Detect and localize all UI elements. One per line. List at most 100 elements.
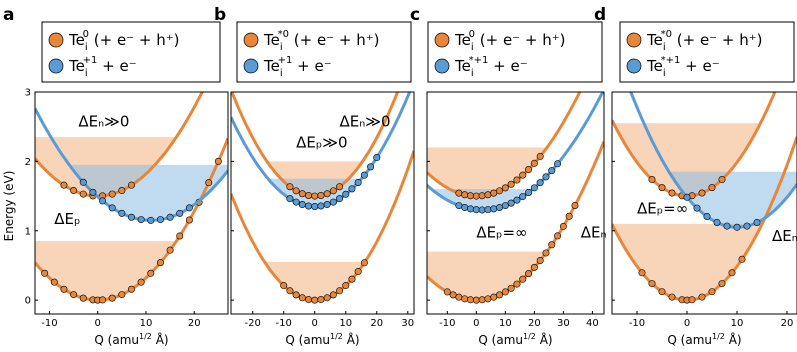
data-point [118,209,126,217]
legend-box [41,21,221,83]
data-point [668,189,676,197]
data-point [336,287,344,295]
data-point [99,296,107,304]
data-point [348,185,356,193]
data-point [305,296,313,304]
data-point [137,216,145,224]
data-point [461,191,469,199]
data-point [496,203,504,211]
legend-entry: Tei*+1 + e⁻ [454,55,528,79]
data-point [79,294,87,302]
fill-blue-2 [669,171,797,228]
annotation: ΔEₙ [772,227,797,245]
fill-orange-0 [427,251,547,301]
data-point [513,196,521,204]
y-tick-label: 2 [25,157,31,168]
data-point [565,212,573,220]
x-axis-label: Q (amu1/2 Å) [94,332,168,347]
data-point [513,280,521,288]
data-point [472,296,480,304]
plot-area-d [612,92,797,304]
data-point [478,192,486,200]
data-point [698,293,706,301]
data-point [530,184,538,192]
data-point [147,216,155,224]
x-tick-label: -20 [245,318,261,329]
data-point [336,183,344,191]
legend-marker-blue [626,58,642,74]
x-tick-label: 0 [684,318,690,329]
x-tick-label: -10 [439,318,455,329]
data-point [342,190,350,198]
data-point [484,206,492,214]
data-point [298,190,306,198]
data-point [185,204,193,212]
data-point [698,189,706,197]
data-point [166,246,174,254]
data-point [530,263,538,271]
data-point [280,282,288,290]
legend-entry: Tei*0 (+ e⁻ + h⁺) [263,29,379,53]
data-point [185,216,193,224]
data-point [323,201,331,209]
x-tick-label: -10 [629,318,645,329]
data-point [703,212,711,220]
data-point [638,269,646,277]
legend-entry: Tei+1 + e⁻ [68,55,137,79]
legend-entry: Tei*0 (+ e⁻ + h⁺) [646,29,762,53]
data-point [658,184,666,192]
annotation: ΔEₚ=∞ [476,224,527,242]
axes-frame [34,91,229,315]
plot-area-c [427,92,604,304]
data-point [753,218,761,226]
data-point [348,275,356,283]
data-point [317,202,325,210]
panel-c: -10 0 10 20 30 40 Q (amu1/2 Å) c Tei0 (+ e⁻ + h⁺… [410,5,607,347]
data-point [286,183,294,191]
data-point [323,190,331,198]
data-point [108,294,116,302]
legend-marker-orange [626,32,642,48]
data-point [286,287,294,295]
data-point [738,255,746,263]
legend-entry: Tei*+1 + e⁻ [646,55,720,79]
x-tick-label: 0 [312,318,318,329]
y-tick-label: 0 [25,296,31,307]
data-point [548,167,556,175]
data-point [536,152,544,160]
x-tick-label: 10 [731,318,744,329]
x-tick-label: 30 [557,318,570,329]
data-point [156,259,164,267]
data-point [147,269,155,277]
data-point [329,291,337,299]
data-point [298,294,306,302]
x-tick-label: 0 [473,318,479,329]
fill-orange-0 [35,241,175,301]
data-point [733,223,741,231]
data-point [484,295,492,303]
data-point [336,195,344,203]
data-point [50,278,58,286]
legend-entry: Tei0 (+ e⁻ + h⁺) [68,29,179,53]
data-point [519,275,527,283]
panel-a: -10 0 10 20 0 1 2 3 Q (amu1/2 Å) a Tei0 (+ e⁻ + h⁺… [3,5,229,347]
data-point [658,288,666,296]
data-point [571,201,579,209]
data-point [342,282,350,290]
x-tick-label: 10 [140,318,153,329]
data-point [718,280,726,288]
data-point [286,195,294,203]
x-tick-label: 30 [401,318,414,329]
data-point [108,204,116,212]
legend-marker-orange [48,32,64,48]
data-point [60,181,68,189]
data-point [461,295,469,303]
x-axis-label: Q (amu1/2 Å) [285,332,359,347]
x-tick-label: -10 [276,318,292,329]
data-point [311,192,319,200]
legend-marker-blue [243,58,259,74]
data-point [467,205,475,213]
data-point [128,213,136,221]
data-point [507,180,515,188]
annotation: ΔEₙ≫0 [340,113,391,131]
